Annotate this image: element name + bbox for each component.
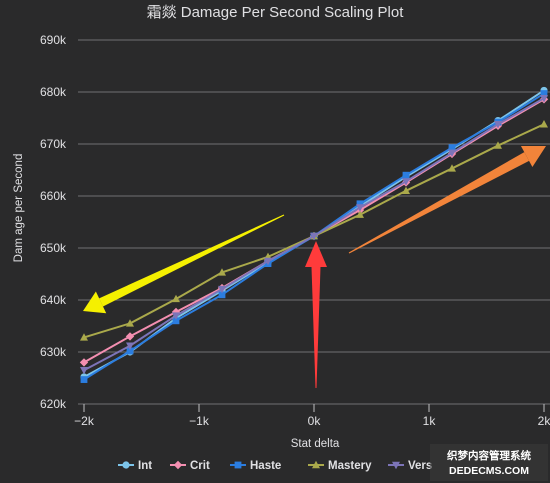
data-point-haste bbox=[126, 347, 134, 355]
yellow-arrow-head bbox=[83, 291, 107, 314]
data-point-mastery bbox=[402, 186, 410, 194]
data-point-mastery bbox=[540, 120, 548, 128]
legend-item-vers[interactable]: Vers bbox=[388, 460, 432, 472]
data-point-crit bbox=[171, 307, 181, 317]
y-tick-label: 690k bbox=[40, 33, 67, 47]
x-tick-label: 1k bbox=[423, 414, 437, 428]
watermark-line1: 织梦内容管理系统 bbox=[447, 449, 531, 462]
data-point-mastery bbox=[218, 268, 226, 276]
watermark-background bbox=[430, 444, 548, 481]
x-tick-label: 2k bbox=[538, 414, 550, 428]
legend-marker-int bbox=[122, 461, 130, 469]
legend-marker-crit bbox=[173, 460, 183, 470]
y-tick-label: 630k bbox=[40, 345, 67, 359]
legend-marker-haste bbox=[234, 461, 242, 469]
legend-marker-mastery bbox=[312, 460, 320, 469]
red-arrow-shaft bbox=[311, 267, 321, 388]
data-point-mastery bbox=[494, 141, 502, 149]
x-axis-title: Stat delta bbox=[291, 438, 340, 450]
legend-marker-vers bbox=[392, 461, 400, 470]
x-tick-label: 0k bbox=[308, 414, 322, 428]
legend-label-mastery: Mastery bbox=[328, 460, 372, 472]
data-point-mastery bbox=[448, 164, 456, 172]
annotation-arrows bbox=[83, 145, 546, 388]
data-point-vers bbox=[356, 204, 364, 212]
data-point-haste bbox=[356, 200, 364, 208]
grid-lines bbox=[78, 39, 550, 405]
data-point-haste bbox=[218, 291, 226, 299]
x-tick-label: −1k bbox=[189, 414, 210, 428]
data-point-mastery bbox=[80, 333, 88, 341]
x-axis-ticks: −2k −1k 0k 1k 2k bbox=[74, 404, 550, 428]
legend-item-crit[interactable]: Crit bbox=[170, 460, 210, 472]
y-axis-ticks: 620k 630k 640k 650k 660k 670k 680k 690k bbox=[40, 33, 67, 411]
data-point-mastery bbox=[356, 210, 364, 218]
y-tick-label: 650k bbox=[40, 241, 67, 255]
legend-item-int[interactable]: Int bbox=[118, 460, 152, 472]
data-point-vers bbox=[448, 149, 456, 158]
data-point-vers bbox=[218, 285, 226, 294]
data-point-haste bbox=[540, 90, 548, 97]
x-tick-label: −2k bbox=[74, 414, 95, 428]
orange-arrow bbox=[348, 145, 546, 254]
data-point-crit bbox=[79, 358, 89, 367]
data-point-vers bbox=[540, 95, 548, 103]
legend-label-vers: Vers bbox=[408, 460, 432, 472]
legend-item-haste[interactable]: Haste bbox=[230, 460, 281, 472]
y-tick-label: 640k bbox=[40, 293, 67, 307]
legend-label-int: Int bbox=[138, 460, 152, 472]
orange-arrow-shaft bbox=[348, 152, 530, 254]
y-axis-title: Dam age per Second bbox=[13, 154, 25, 263]
data-point-haste bbox=[402, 171, 410, 179]
data-point-vers bbox=[402, 178, 410, 186]
orange-arrow-head bbox=[520, 145, 546, 168]
data-point-mastery bbox=[126, 319, 134, 327]
data-point-vers bbox=[80, 367, 88, 375]
chart-title: 霜燚 Damage Per Second Scaling Plot bbox=[147, 4, 405, 21]
legend-label-haste: Haste bbox=[250, 460, 281, 472]
legend: Int Crit Haste Mastery Vers bbox=[118, 460, 432, 472]
yellow-arrow bbox=[83, 214, 285, 314]
legend-item-mastery[interactable]: Mastery bbox=[308, 460, 372, 472]
series-layer bbox=[79, 86, 549, 383]
data-point-vers bbox=[264, 257, 272, 266]
y-tick-label: 670k bbox=[40, 137, 67, 151]
data-point-vers bbox=[310, 232, 318, 241]
data-point-mastery bbox=[172, 294, 180, 303]
watermark-line2: DEDECMS.COM bbox=[449, 465, 529, 477]
data-point-haste bbox=[172, 317, 180, 325]
legend-label-crit: Crit bbox=[190, 460, 210, 472]
data-point-vers bbox=[172, 312, 180, 320]
data-point-vers bbox=[126, 342, 134, 350]
data-point-crit bbox=[125, 332, 135, 341]
yellow-arrow-shaft bbox=[99, 214, 285, 307]
red-arrow-head bbox=[305, 241, 327, 267]
watermark: 织梦内容管理系统 DEDECMS.COM bbox=[430, 444, 548, 481]
red-arrow bbox=[305, 241, 327, 388]
data-point-vers bbox=[494, 121, 502, 129]
y-tick-label: 660k bbox=[40, 189, 67, 203]
y-tick-label: 620k bbox=[40, 397, 67, 411]
y-tick-label: 680k bbox=[40, 85, 67, 99]
data-point-haste bbox=[448, 144, 456, 152]
series-vers bbox=[80, 95, 548, 375]
data-point-haste bbox=[80, 376, 88, 383]
